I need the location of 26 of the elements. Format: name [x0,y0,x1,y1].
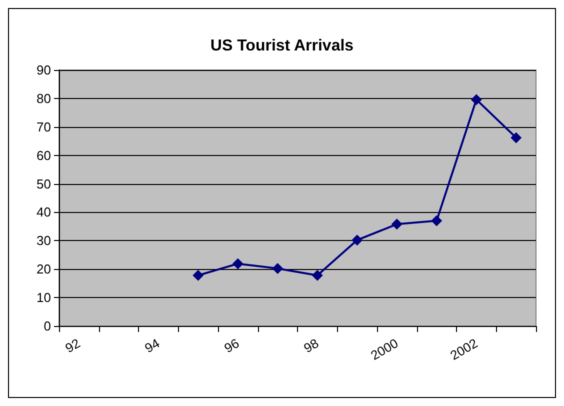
point [391,218,402,230]
y-tick-label: 20 [36,262,51,277]
x-tick-label: 2000 [368,336,401,363]
point [272,263,284,274]
point [232,258,244,270]
y-tick-label: 90 [36,62,51,78]
y-tick-label: 80 [36,90,51,106]
y-tick-label: 70 [36,119,51,134]
y-tick-label: 40 [36,204,51,220]
chart-title: US Tourist Arrivals [210,38,354,54]
x-tick-label: 2002 [448,336,480,363]
point [312,270,323,281]
point [352,234,363,246]
x-tick-label: 94 [142,336,162,356]
x-tick-label: 96 [222,336,242,356]
y-tick-label: 30 [36,233,51,248]
point [510,132,522,144]
point [470,94,482,106]
y-tick-label: 0 [44,318,51,334]
y-tick-label: 10 [36,290,51,306]
x-tick-label: 92 [62,336,83,356]
point [192,270,204,281]
y-tick-label: 60 [36,148,51,163]
y-tick-label: 50 [36,176,51,192]
x-tick-label: 98 [301,336,322,356]
point [431,215,442,226]
